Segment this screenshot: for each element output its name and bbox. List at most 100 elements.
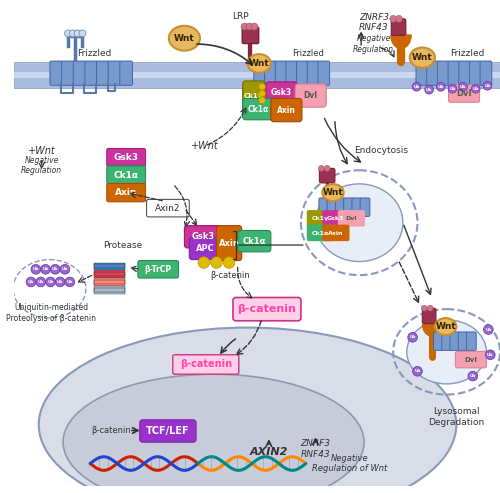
Text: Ub: Ub bbox=[487, 353, 494, 357]
Text: Ck1α: Ck1α bbox=[114, 171, 138, 179]
Circle shape bbox=[224, 257, 235, 268]
Text: Ub: Ub bbox=[414, 85, 420, 89]
Circle shape bbox=[74, 30, 81, 37]
Ellipse shape bbox=[407, 320, 486, 384]
Text: Ub: Ub bbox=[426, 88, 432, 92]
FancyBboxPatch shape bbox=[434, 332, 443, 351]
Circle shape bbox=[486, 350, 495, 359]
FancyBboxPatch shape bbox=[336, 198, 345, 216]
Bar bbox=[94, 262, 125, 270]
FancyBboxPatch shape bbox=[275, 61, 287, 85]
Ellipse shape bbox=[63, 374, 364, 493]
Text: Ck1α: Ck1α bbox=[248, 105, 269, 113]
Circle shape bbox=[46, 277, 56, 287]
Text: Dvl: Dvl bbox=[346, 216, 357, 221]
Bar bbox=[14, 63, 500, 88]
FancyBboxPatch shape bbox=[458, 332, 468, 351]
FancyBboxPatch shape bbox=[456, 352, 486, 368]
Text: Ub: Ub bbox=[57, 280, 64, 284]
Text: Ck1α: Ck1α bbox=[312, 231, 329, 236]
FancyBboxPatch shape bbox=[108, 61, 121, 85]
FancyBboxPatch shape bbox=[254, 61, 266, 85]
FancyBboxPatch shape bbox=[422, 308, 436, 324]
FancyBboxPatch shape bbox=[320, 168, 335, 183]
Text: Wnt: Wnt bbox=[249, 59, 270, 68]
FancyBboxPatch shape bbox=[319, 198, 328, 216]
Text: Dvl: Dvl bbox=[456, 89, 472, 98]
Text: Negative
Regulation: Negative Regulation bbox=[21, 156, 62, 175]
Text: Ubiquitin-mediated
Proteolysis of β-catenin: Ubiquitin-mediated Proteolysis of β-cate… bbox=[6, 303, 96, 323]
Circle shape bbox=[40, 264, 50, 274]
Circle shape bbox=[56, 277, 65, 287]
Text: Ub: Ub bbox=[32, 267, 39, 271]
FancyBboxPatch shape bbox=[242, 27, 258, 43]
FancyBboxPatch shape bbox=[238, 231, 271, 252]
FancyBboxPatch shape bbox=[307, 210, 334, 227]
Circle shape bbox=[198, 257, 209, 268]
Circle shape bbox=[458, 82, 468, 91]
Text: ZNRF3
RNF43: ZNRF3 RNF43 bbox=[359, 13, 389, 33]
Text: Ub: Ub bbox=[485, 327, 492, 331]
Text: Gsk3: Gsk3 bbox=[327, 216, 344, 221]
Bar bbox=[14, 72, 500, 78]
FancyBboxPatch shape bbox=[242, 99, 274, 120]
Text: β-catenin: β-catenin bbox=[238, 304, 296, 314]
Text: Ub: Ub bbox=[42, 267, 49, 271]
Circle shape bbox=[408, 332, 418, 342]
FancyBboxPatch shape bbox=[438, 61, 449, 85]
Text: Axin2: Axin2 bbox=[155, 204, 180, 212]
Text: APC: APC bbox=[196, 244, 215, 253]
Text: Lysosomal
Degradation: Lysosomal Degradation bbox=[428, 407, 484, 426]
Circle shape bbox=[258, 83, 266, 90]
FancyBboxPatch shape bbox=[322, 210, 349, 227]
Text: Ub: Ub bbox=[62, 267, 68, 271]
Text: Ub: Ub bbox=[47, 280, 54, 284]
Text: Dvl: Dvl bbox=[304, 91, 318, 100]
Circle shape bbox=[436, 82, 445, 91]
Text: Wnt: Wnt bbox=[412, 53, 432, 62]
Text: β-catenin: β-catenin bbox=[92, 426, 132, 435]
Text: Ck1γ: Ck1γ bbox=[312, 216, 329, 221]
Ellipse shape bbox=[169, 26, 200, 51]
Text: β-TrCP: β-TrCP bbox=[144, 265, 172, 274]
FancyBboxPatch shape bbox=[140, 420, 196, 442]
Text: Ck1γ: Ck1γ bbox=[244, 93, 264, 99]
FancyBboxPatch shape bbox=[448, 85, 480, 103]
FancyBboxPatch shape bbox=[307, 225, 334, 241]
Circle shape bbox=[396, 15, 402, 22]
FancyBboxPatch shape bbox=[106, 183, 146, 202]
Circle shape bbox=[472, 84, 480, 93]
Circle shape bbox=[246, 23, 253, 30]
FancyBboxPatch shape bbox=[271, 99, 302, 122]
Text: Axin: Axin bbox=[277, 106, 296, 114]
Text: Ub: Ub bbox=[460, 85, 466, 89]
Circle shape bbox=[79, 30, 86, 37]
Ellipse shape bbox=[435, 318, 456, 335]
Text: TCF/LEF: TCF/LEF bbox=[146, 426, 190, 436]
Ellipse shape bbox=[39, 327, 457, 493]
FancyBboxPatch shape bbox=[106, 148, 146, 167]
Circle shape bbox=[448, 84, 457, 93]
Circle shape bbox=[412, 366, 422, 376]
Text: Endocytosis: Endocytosis bbox=[354, 146, 408, 155]
FancyBboxPatch shape bbox=[480, 61, 492, 85]
Text: Dvl: Dvl bbox=[464, 356, 477, 363]
FancyBboxPatch shape bbox=[450, 332, 460, 351]
Text: Ub: Ub bbox=[28, 280, 34, 284]
Text: Ub: Ub bbox=[449, 87, 456, 91]
Bar bbox=[94, 270, 125, 278]
Ellipse shape bbox=[248, 54, 271, 73]
FancyBboxPatch shape bbox=[338, 210, 365, 227]
Text: Ub: Ub bbox=[38, 280, 44, 284]
FancyBboxPatch shape bbox=[73, 61, 86, 85]
FancyBboxPatch shape bbox=[242, 81, 265, 111]
Text: Axin: Axin bbox=[115, 188, 138, 197]
Circle shape bbox=[427, 305, 433, 311]
FancyBboxPatch shape bbox=[352, 198, 362, 216]
Circle shape bbox=[468, 371, 477, 381]
Circle shape bbox=[36, 277, 46, 287]
FancyBboxPatch shape bbox=[96, 61, 109, 85]
Circle shape bbox=[50, 264, 60, 274]
Bar bbox=[94, 264, 125, 268]
Text: +Wnt: +Wnt bbox=[191, 141, 218, 151]
